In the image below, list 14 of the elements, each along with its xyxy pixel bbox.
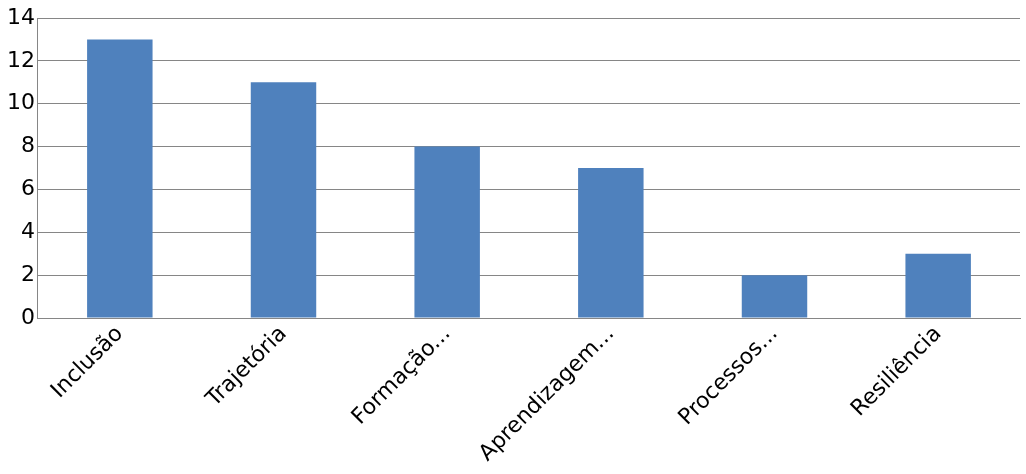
y-tick-label: 2 [20, 260, 35, 286]
bar [250, 82, 317, 318]
bar [905, 253, 971, 318]
y-tick-label: 10 [6, 89, 35, 115]
y-tick-label: 14 [6, 3, 35, 29]
y-tick-label: 4 [20, 218, 35, 244]
y-tick-label: 12 [6, 46, 35, 72]
bar [741, 275, 808, 318]
y-tick-label: 8 [20, 132, 35, 158]
bar [578, 168, 644, 318]
bar [414, 146, 480, 318]
bar [87, 39, 153, 318]
y-tick-label: 6 [20, 175, 35, 201]
y-tick-label: 0 [20, 303, 35, 329]
